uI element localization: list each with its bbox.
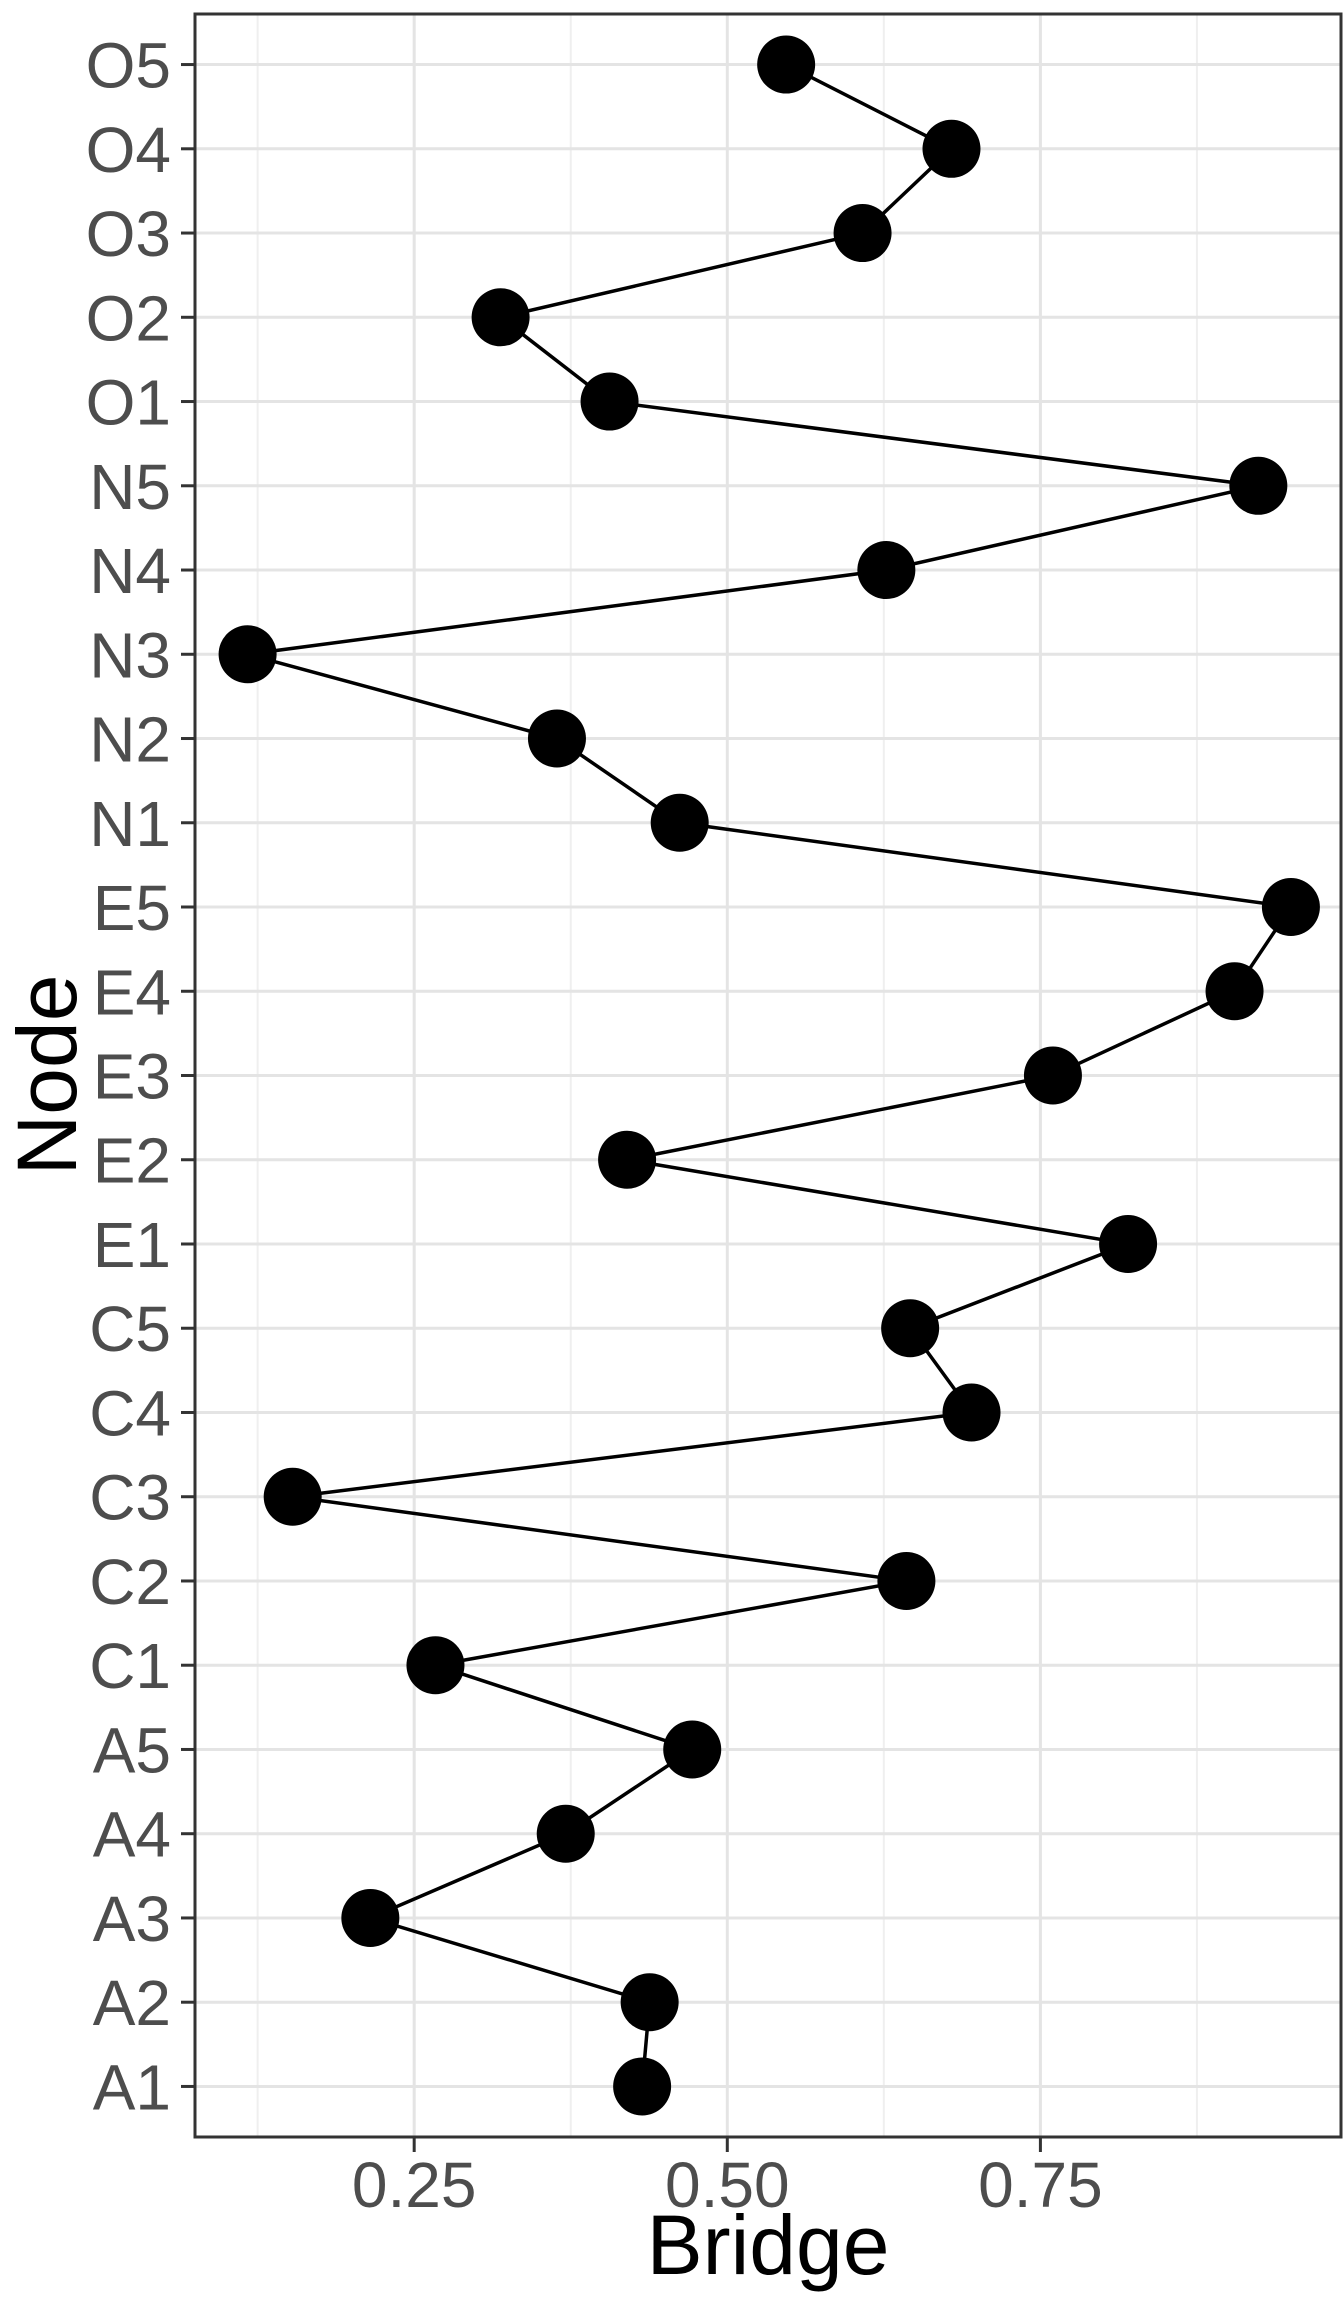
y-tick-label-E3: E3 <box>93 1041 171 1113</box>
data-point-E3 <box>1023 1046 1082 1105</box>
y-tick-label-A4: A4 <box>93 1799 171 1871</box>
x-tick-label: 0.75 <box>978 2149 1103 2221</box>
y-tick-label-A1: A1 <box>93 2051 171 2123</box>
y-tick-label-N2: N2 <box>89 704 171 776</box>
y-tick-label-O4: O4 <box>86 114 171 186</box>
y-tick-label-A3: A3 <box>93 1883 171 1955</box>
data-point-C3 <box>263 1467 322 1526</box>
data-point-E1 <box>1099 1214 1158 1273</box>
data-point-C1 <box>406 1636 465 1695</box>
y-tick-label-N5: N5 <box>89 451 171 523</box>
y-tick-label-C4: C4 <box>89 1377 171 1449</box>
data-point-A3 <box>341 1888 400 1947</box>
y-tick-label-E1: E1 <box>93 1209 171 1281</box>
data-point-N4 <box>857 541 916 600</box>
x-tick-label: 0.25 <box>352 2149 477 2221</box>
data-point-N5 <box>1229 456 1288 515</box>
y-axis-title: Node <box>0 975 94 1176</box>
data-point-A4 <box>536 1804 595 1863</box>
data-point-E4 <box>1205 962 1264 1021</box>
y-tick-label-E4: E4 <box>93 956 171 1028</box>
y-tick-label-E5: E5 <box>93 872 171 944</box>
x-axis-title: Bridge <box>647 2198 890 2292</box>
y-tick-label-N4: N4 <box>89 535 171 607</box>
y-tick-label-O3: O3 <box>86 198 171 270</box>
data-point-O5 <box>757 35 816 94</box>
y-tick-label-C3: C3 <box>89 1462 171 1534</box>
axis-layer: 0.25 0.50 0.75 A1 A2 A3 A4 A5 C1 C2 C3 C4 C5 E1 E2 E3 E4… <box>86 12 1343 2221</box>
y-tick-label-N1: N1 <box>89 788 171 860</box>
y-tick-label-C2: C2 <box>89 1546 171 1618</box>
x-tick-label: 0.50 <box>665 2149 790 2221</box>
y-tick-label-C1: C1 <box>89 1630 171 1702</box>
data-point-O3 <box>833 204 892 263</box>
data-point-A5 <box>663 1720 722 1779</box>
data-point-A1 <box>613 2057 672 2116</box>
y-tick-label-A2: A2 <box>93 1967 171 2039</box>
data-point-O4 <box>922 119 981 178</box>
data-point-A2 <box>620 1973 679 2032</box>
data-point-C5 <box>881 1299 940 1358</box>
data-point-E5 <box>1261 878 1320 937</box>
data-point-C2 <box>877 1551 936 1610</box>
y-tick-label-A5: A5 <box>93 1714 171 1786</box>
y-tick-label-O1: O1 <box>86 367 171 439</box>
grid-layer <box>195 14 1341 2137</box>
data-point-C4 <box>942 1383 1001 1442</box>
data-point-N1 <box>650 793 709 852</box>
data-point-O2 <box>471 288 530 347</box>
data-point-N3 <box>218 625 277 684</box>
data-point-N2 <box>527 709 586 768</box>
y-tick-label-O5: O5 <box>86 30 171 102</box>
y-tick-label-O2: O2 <box>86 282 171 354</box>
series-layer <box>218 35 1320 2116</box>
y-tick-label-E2: E2 <box>93 1125 171 1197</box>
data-point-O1 <box>580 372 639 431</box>
y-tick-label-C5: C5 <box>89 1293 171 1365</box>
data-point-E2 <box>598 1130 657 1189</box>
y-tick-label-N3: N3 <box>89 619 171 691</box>
